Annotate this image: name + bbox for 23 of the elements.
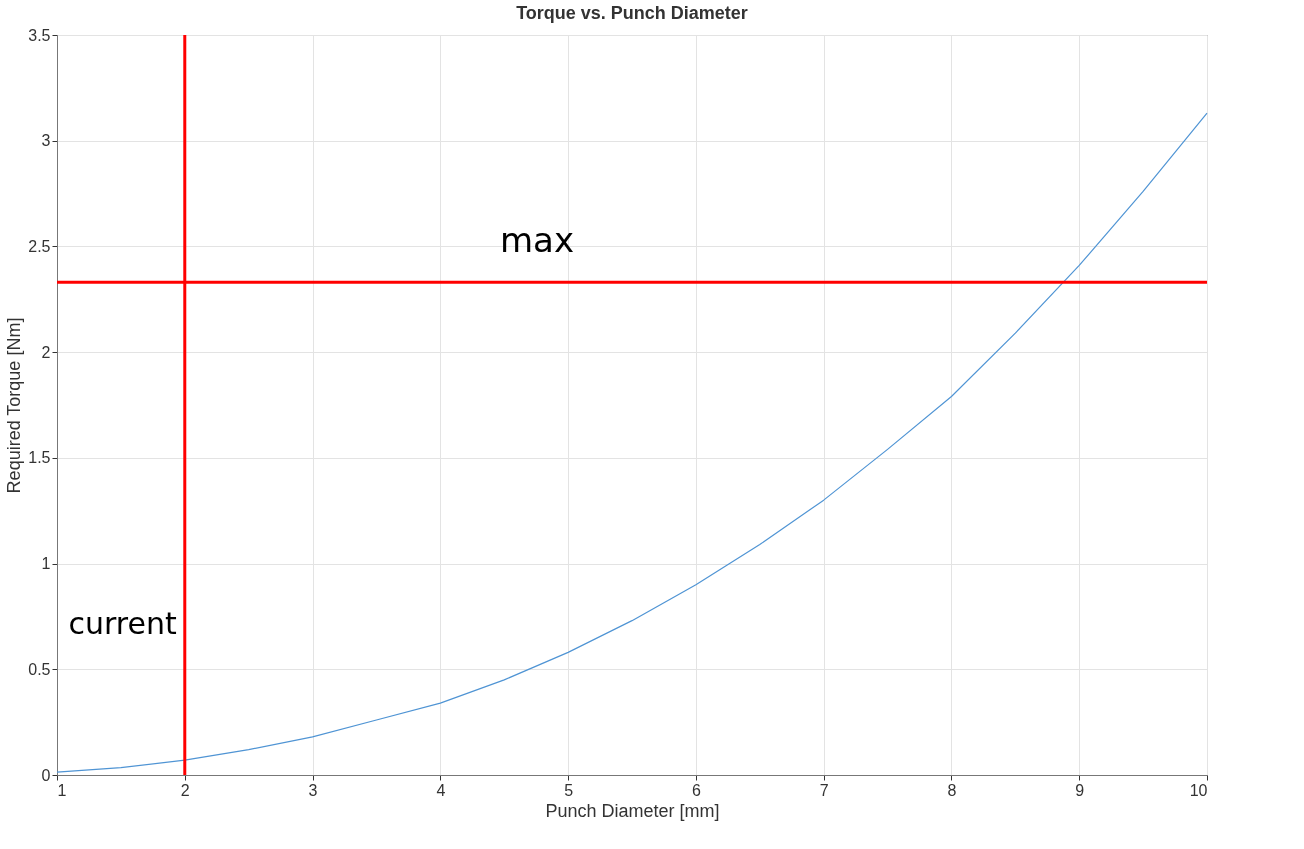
ref-line-label: max [499, 220, 575, 261]
chart-title: Torque vs. Punch Diameter [516, 3, 748, 23]
y-tick-label: 1.5 [28, 449, 51, 467]
y-tick-label: 0 [41, 766, 51, 784]
x-tick-label: 1 [57, 781, 67, 799]
x-tick-label: 3 [308, 781, 318, 799]
y-tick-label: 3 [41, 132, 51, 150]
y-tick-label: 1 [41, 555, 51, 573]
x-axis-title: Punch Diameter [mm] [545, 800, 720, 821]
y-tick-label: 0.5 [28, 660, 51, 678]
x-tick-label: 10 [1189, 781, 1208, 799]
x-tick-label: 2 [180, 781, 190, 799]
x-tick-label: 4 [436, 781, 446, 799]
y-tick-label: 3.5 [28, 26, 51, 44]
y-axis-title: Required Torque [Nm] [4, 317, 25, 494]
ref-line-label: current [68, 606, 177, 641]
x-tick-label: 6 [691, 781, 701, 799]
x-tick-label: 5 [564, 781, 574, 799]
y-tick-label: 2 [41, 343, 51, 361]
y-tick-label: 2.5 [28, 237, 51, 255]
x-tick-label: 7 [819, 781, 829, 799]
x-tick-label: 9 [1075, 781, 1085, 799]
x-tick-label: 8 [947, 781, 957, 799]
